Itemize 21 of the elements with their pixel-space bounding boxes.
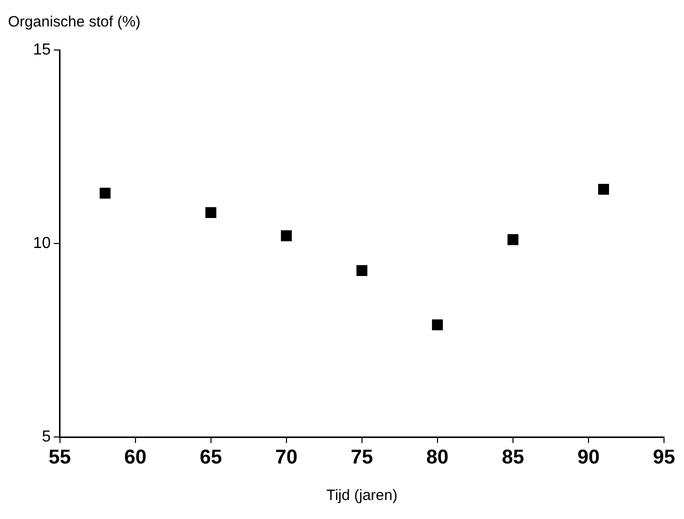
point <box>508 234 518 246</box>
x-axis-title: Tijd (jaren) <box>326 487 398 504</box>
x-tick-label: 65 <box>200 446 222 469</box>
y-tick-label: 15 <box>33 41 51 58</box>
point <box>100 188 111 199</box>
point <box>280 230 292 242</box>
y-tick-label: 10 <box>33 234 51 252</box>
x-tick-label: 70 <box>275 446 298 469</box>
point <box>205 207 216 218</box>
x-tick-label: 55 <box>48 446 71 469</box>
x-tick-label: 95 <box>652 446 676 469</box>
x-tick-label: 90 <box>577 446 600 469</box>
y-tick-label: 5 <box>42 428 51 446</box>
y-axis-title: Organische stof (%) <box>8 14 141 31</box>
point <box>432 319 443 330</box>
x-tick-label: 60 <box>124 446 146 469</box>
x-tick-label: 80 <box>426 446 449 469</box>
point <box>356 265 368 276</box>
x-tick-label: 85 <box>502 446 524 469</box>
x-tick-label: 75 <box>350 446 374 469</box>
point <box>598 184 610 195</box>
